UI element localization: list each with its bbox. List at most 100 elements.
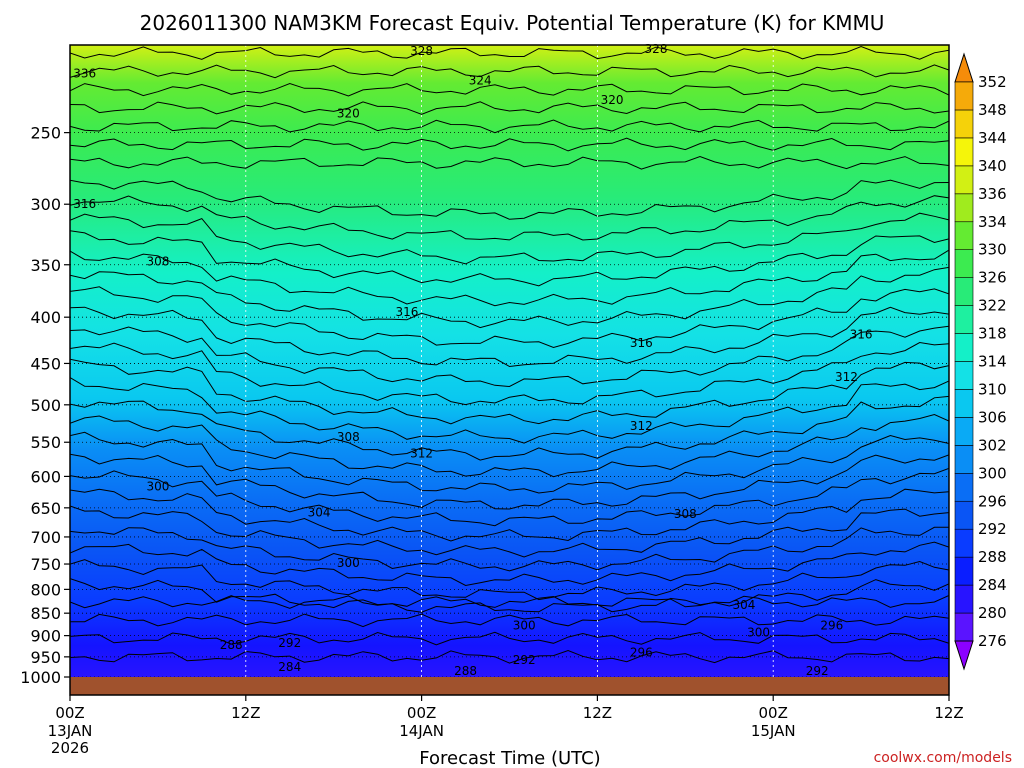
x-tick-date: 13JAN [48,722,93,740]
colorbar-label: 318 [978,325,1007,343]
x-tick-label: 00Z [759,704,788,722]
contour-label: 292 [806,664,829,678]
x-tick-label: 12Z [934,704,963,722]
colorbar-swatch [954,193,974,223]
y-axis: 250 300 350 400 450 500 550 600 650 700 750 800 850 9… [20,124,70,687]
contour-line [70,631,949,646]
y-tick-label: 700 [30,528,61,547]
contour-label: 304 [732,598,755,612]
colorbar-swatch [954,472,974,502]
colorbar-swatch [954,556,974,586]
contour-label: 296 [630,646,653,660]
y-tick-label: 950 [30,648,61,667]
contour-line [70,195,949,241]
contour-line [70,559,949,601]
x-axis-label: Forecast Time (UTC) [419,748,600,768]
contour-label: 308 [674,507,697,521]
colorbar-swatch [954,333,974,362]
colorbar-swatch [954,500,974,530]
contour-line [70,101,949,115]
contour-label: 300 [146,480,169,494]
colorbar-swatch [954,277,974,306]
field-background [70,45,949,677]
y-tick-label: 500 [30,396,61,415]
contour-line [70,212,949,265]
contour-line [70,453,949,510]
contour-line [70,431,949,494]
x-tick-label: 12Z [231,704,260,722]
colorbar-max-arrow [954,52,974,83]
plot-frame [69,44,950,696]
contour-line [70,64,949,79]
contour-line [70,325,949,388]
contour-label: 288 [220,638,243,652]
colorbar-swatch [954,305,974,334]
colorbar-label: 302 [978,436,1007,454]
contour-line [70,341,949,406]
y-tick-label: 600 [30,467,61,486]
contour-line [70,45,949,60]
contour-label: 316 [850,327,873,341]
colorbar-swatch [954,221,974,251]
colorbar-swatch [954,165,974,195]
y-tick-label: 850 [30,604,61,623]
y-tick-label: 350 [30,256,61,275]
contour-label: 300 [513,618,536,632]
x-tick-date: 14JAN [399,722,444,740]
colorbar-label: 306 [978,408,1007,426]
colorbar-label: 314 [978,353,1007,371]
colorbar-swatch [954,612,974,642]
contour-line [70,526,949,572]
plot-area: 336 328 328 324 320 320 316 308 316 316 316 312 312 3… [69,42,950,696]
x-tick-date: 15JAN [751,722,796,740]
contour-line [70,467,949,527]
y-tick-label: 650 [30,499,61,518]
colorbar: 276 280 284 288 292 296 300 302 306 310 314 318 322 3… [954,52,1007,671]
contour-label: 320 [601,93,624,107]
contour-line [70,137,949,152]
colorbar-label: 310 [978,380,1007,398]
colorbar-label: 288 [978,548,1007,566]
colorbar-label: 296 [978,492,1007,510]
contour-line [70,578,949,613]
y-tick-label: 250 [30,124,61,143]
contour-line [70,505,949,558]
credit-text: coolwx.com/models [874,750,1012,766]
colorbar-label: 336 [978,185,1007,203]
colorbar-label: 330 [978,241,1007,259]
contour-line [70,613,949,628]
contour-line [70,286,949,349]
contour-line [70,155,949,170]
contour-line [70,82,949,97]
contour-line [70,395,949,461]
x-tick-year: 2026 [51,739,89,757]
y-tick-label: 400 [30,308,61,327]
contour-label: 328 [645,42,668,56]
colorbar-swatch [954,81,974,111]
contour-label: 316 [73,197,96,211]
colorbar-label: 334 [978,213,1007,231]
contour-label: 316 [395,305,418,319]
contour-label: 292 [278,636,301,650]
contour-line [70,541,949,587]
colorbar-min-arrow [954,640,974,671]
colorbar-label: 284 [978,576,1007,594]
contour-label: 284 [278,660,301,674]
contour-label: 300 [337,556,360,570]
y-tick-label: 1000 [20,668,61,687]
contour-label: 288 [454,664,477,678]
y-tick-label: 900 [30,627,61,646]
contour-label: 308 [146,254,169,268]
contour-label: 300 [747,626,770,640]
contour-label: 320 [337,106,360,120]
contour-label: 296 [820,618,843,632]
colorbar-swatch [954,109,974,139]
colorbar-label: 344 [978,129,1007,147]
colorbar-swatch [954,389,974,418]
x-tick-label: 12Z [583,704,612,722]
colorbar-swatch [954,249,974,278]
colorbar-label: 322 [978,297,1007,315]
contour-label: 328 [410,44,433,58]
